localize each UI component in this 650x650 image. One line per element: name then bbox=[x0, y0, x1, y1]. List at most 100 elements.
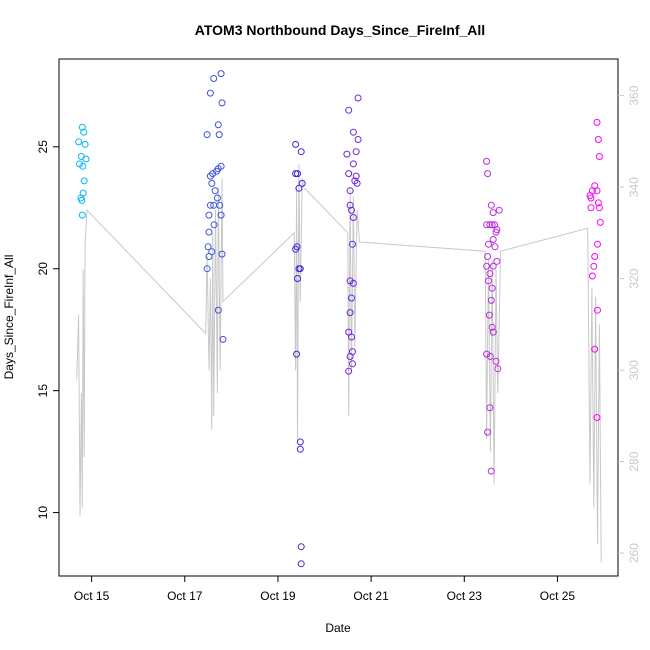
scatter-point bbox=[292, 170, 300, 178]
scatter-point bbox=[487, 296, 495, 304]
scatter-point bbox=[205, 211, 213, 219]
scatter-point bbox=[354, 136, 362, 143]
scatter-point bbox=[204, 243, 212, 251]
x-tick-label: Oct 23 bbox=[447, 589, 483, 603]
scatter-point bbox=[214, 306, 222, 314]
scatter-point bbox=[217, 211, 225, 219]
x-tick-label: Oct 17 bbox=[167, 589, 203, 603]
y2-tick-label: 320 bbox=[627, 268, 641, 288]
scatter-point bbox=[595, 204, 603, 212]
scatter-point bbox=[79, 162, 87, 170]
scatter-point bbox=[343, 150, 351, 158]
scatter-point bbox=[594, 199, 602, 207]
scatter-point bbox=[210, 221, 218, 229]
scatter-points bbox=[75, 70, 604, 568]
scatter-point bbox=[346, 187, 354, 195]
scatter-point bbox=[489, 328, 497, 336]
y2-tick-label: 340 bbox=[627, 177, 641, 197]
y-tick-label: 20 bbox=[36, 262, 50, 276]
scatter-point bbox=[493, 257, 501, 265]
scatter-point bbox=[487, 467, 495, 475]
scatter-point bbox=[594, 306, 601, 314]
scatter-point bbox=[218, 250, 226, 258]
scatter-point bbox=[594, 136, 602, 143]
scatter-point bbox=[492, 357, 500, 365]
scatter-point bbox=[349, 240, 356, 248]
scatter-point bbox=[297, 148, 305, 156]
scatter-point bbox=[219, 335, 227, 343]
scatter-point bbox=[591, 345, 599, 353]
scatter-point bbox=[485, 311, 493, 319]
scatter-point bbox=[295, 184, 303, 192]
scatter-point bbox=[79, 189, 87, 197]
scatter-point bbox=[593, 187, 601, 195]
scatter-point bbox=[217, 70, 225, 78]
scatter-point bbox=[348, 333, 355, 341]
scatter-point bbox=[293, 243, 301, 251]
scatter-point bbox=[488, 284, 496, 292]
scatter-point bbox=[596, 218, 604, 226]
scatter-point bbox=[493, 226, 501, 234]
scatter-point bbox=[593, 414, 601, 421]
scatter-point bbox=[296, 265, 304, 273]
scatter-point bbox=[587, 194, 595, 202]
scatter-point bbox=[296, 445, 304, 453]
x-tick-label: Oct 19 bbox=[260, 589, 296, 603]
scatter-point bbox=[345, 170, 353, 178]
y-axis-right: 260 280 300 320 340 360 bbox=[618, 85, 641, 563]
y2-tick-label: 280 bbox=[627, 451, 641, 471]
scatter-point bbox=[352, 172, 360, 180]
scatter-point bbox=[78, 123, 86, 131]
scatter-point bbox=[345, 106, 353, 114]
scatter-point bbox=[593, 118, 601, 126]
scatter-point bbox=[484, 428, 492, 436]
scatter-point bbox=[293, 350, 301, 358]
x-tick-label: Oct 21 bbox=[353, 589, 389, 603]
scatter-point bbox=[216, 201, 224, 209]
x-tick-label: Oct 15 bbox=[74, 589, 110, 603]
scatter-point bbox=[345, 367, 353, 375]
scatter-point bbox=[297, 543, 305, 551]
y2-tick-label: 300 bbox=[627, 360, 641, 380]
scatter-point bbox=[587, 204, 595, 212]
scatter-point bbox=[218, 99, 226, 107]
scatter-point bbox=[595, 153, 603, 160]
scatter-point bbox=[208, 179, 216, 187]
scatter-point bbox=[82, 155, 90, 163]
scatter-point bbox=[75, 138, 83, 146]
scatter-point bbox=[215, 131, 223, 139]
scatter-point bbox=[488, 323, 496, 331]
scatter-point bbox=[349, 279, 357, 287]
scatter-point bbox=[203, 131, 211, 139]
scatter-point bbox=[346, 309, 354, 317]
chart-title: ATOM3 Northbound Days_Since_FireInf_All bbox=[195, 22, 485, 38]
scatter-point bbox=[296, 438, 304, 446]
scatter-point bbox=[209, 170, 217, 178]
y-tick-label: 10 bbox=[36, 506, 50, 520]
scatter-point bbox=[486, 221, 494, 229]
scatter-point bbox=[495, 206, 503, 214]
x-tick-label: Oct 25 bbox=[540, 589, 576, 603]
scatter-point bbox=[483, 157, 491, 165]
scatter-point bbox=[294, 170, 301, 178]
scatter-point bbox=[78, 196, 86, 204]
scatter-point bbox=[489, 262, 497, 270]
scatter-point bbox=[210, 75, 218, 82]
scatter-point bbox=[214, 165, 222, 173]
scatter-point bbox=[346, 201, 354, 209]
y-axis-label: Days_Since_FireInf_All bbox=[2, 255, 16, 380]
scatter-point bbox=[205, 253, 213, 260]
y-axis-left: 10 15 20 25 bbox=[36, 140, 59, 519]
x-axis-label: Date bbox=[325, 621, 351, 635]
scatter-point bbox=[488, 221, 496, 229]
scatter-point bbox=[486, 353, 494, 360]
scatter-point bbox=[298, 179, 306, 187]
scatter-point bbox=[80, 177, 88, 185]
scatter-point bbox=[486, 270, 494, 278]
scatter-point bbox=[487, 201, 495, 209]
scatter-point bbox=[485, 277, 492, 285]
scatter-point bbox=[489, 236, 497, 243]
scatter-point bbox=[353, 179, 361, 187]
scatter-point bbox=[349, 160, 357, 168]
